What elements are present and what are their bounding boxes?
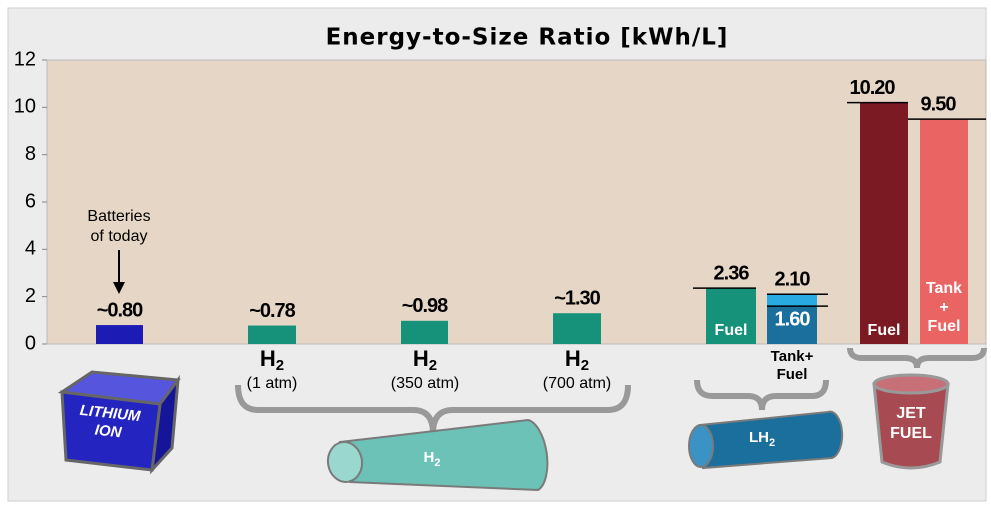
icon-label-main: H [424, 449, 435, 466]
icon-label: JET [896, 405, 926, 422]
annotation: of today [91, 228, 148, 245]
jet-icon: JET FUEL [874, 375, 948, 468]
value-label: ~0.80 [97, 299, 143, 321]
y-tick-label: 6 [25, 190, 36, 212]
category-note: (350 atm) [391, 375, 459, 392]
category-label: Tank+ [771, 348, 814, 365]
value-label: ~0.98 [402, 295, 448, 317]
icon-label: ION [94, 422, 123, 442]
value-label: 2.10 [775, 269, 811, 291]
inner-label: Fuel [715, 322, 748, 339]
bar [860, 103, 908, 344]
chart: Energy-to-Size Ratio [kWh/L] Batteries o… [0, 0, 991, 509]
category-label: Fuel [777, 366, 808, 383]
y-tick-label: 0 [25, 332, 36, 354]
label-sub: 2 [276, 357, 284, 374]
plot-area [47, 60, 986, 344]
y-tick-label: 12 [14, 48, 36, 70]
y-tick-label: 4 [25, 238, 36, 260]
inner-label: Fuel [868, 322, 901, 339]
inner-label: Fuel [928, 318, 961, 335]
bar [553, 313, 601, 344]
icon-label-main: LH [749, 429, 769, 446]
label-main: H [413, 346, 429, 371]
icon-label-sub: 2 [434, 457, 440, 469]
bar [401, 321, 448, 344]
icon-label: FUEL [890, 425, 932, 442]
inner-label: Tank [926, 280, 962, 297]
label-main: H [565, 346, 581, 371]
value-label: 1.60 [775, 308, 811, 330]
icon-label-sub: 2 [769, 437, 775, 449]
lithium-icon: LITHIUM ION [62, 372, 178, 470]
inner-label: + [939, 299, 948, 316]
annotation: Batteries [87, 208, 150, 225]
label-sub: 2 [429, 357, 437, 374]
y-tick-label: 2 [25, 285, 36, 307]
label-sub: 2 [581, 357, 589, 374]
chart-title: Energy-to-Size Ratio [kWh/L] [326, 25, 729, 51]
value-label: ~0.78 [249, 300, 295, 322]
page: {"chart_data": { "type": "bar", "title":… [0, 0, 991, 509]
value-label: ~1.30 [554, 288, 600, 310]
category-note: (1 atm) [247, 375, 298, 392]
y-tick-label: 8 [25, 143, 36, 165]
value-label: 10.20 [849, 77, 895, 99]
bar [248, 326, 296, 344]
y-tick-label: 10 [14, 96, 36, 118]
value-label: 9.50 [921, 93, 957, 115]
bar [96, 325, 143, 344]
label-main: H [260, 346, 276, 371]
category-note: (700 atm) [543, 375, 611, 392]
value-label: 2.36 [714, 262, 750, 284]
